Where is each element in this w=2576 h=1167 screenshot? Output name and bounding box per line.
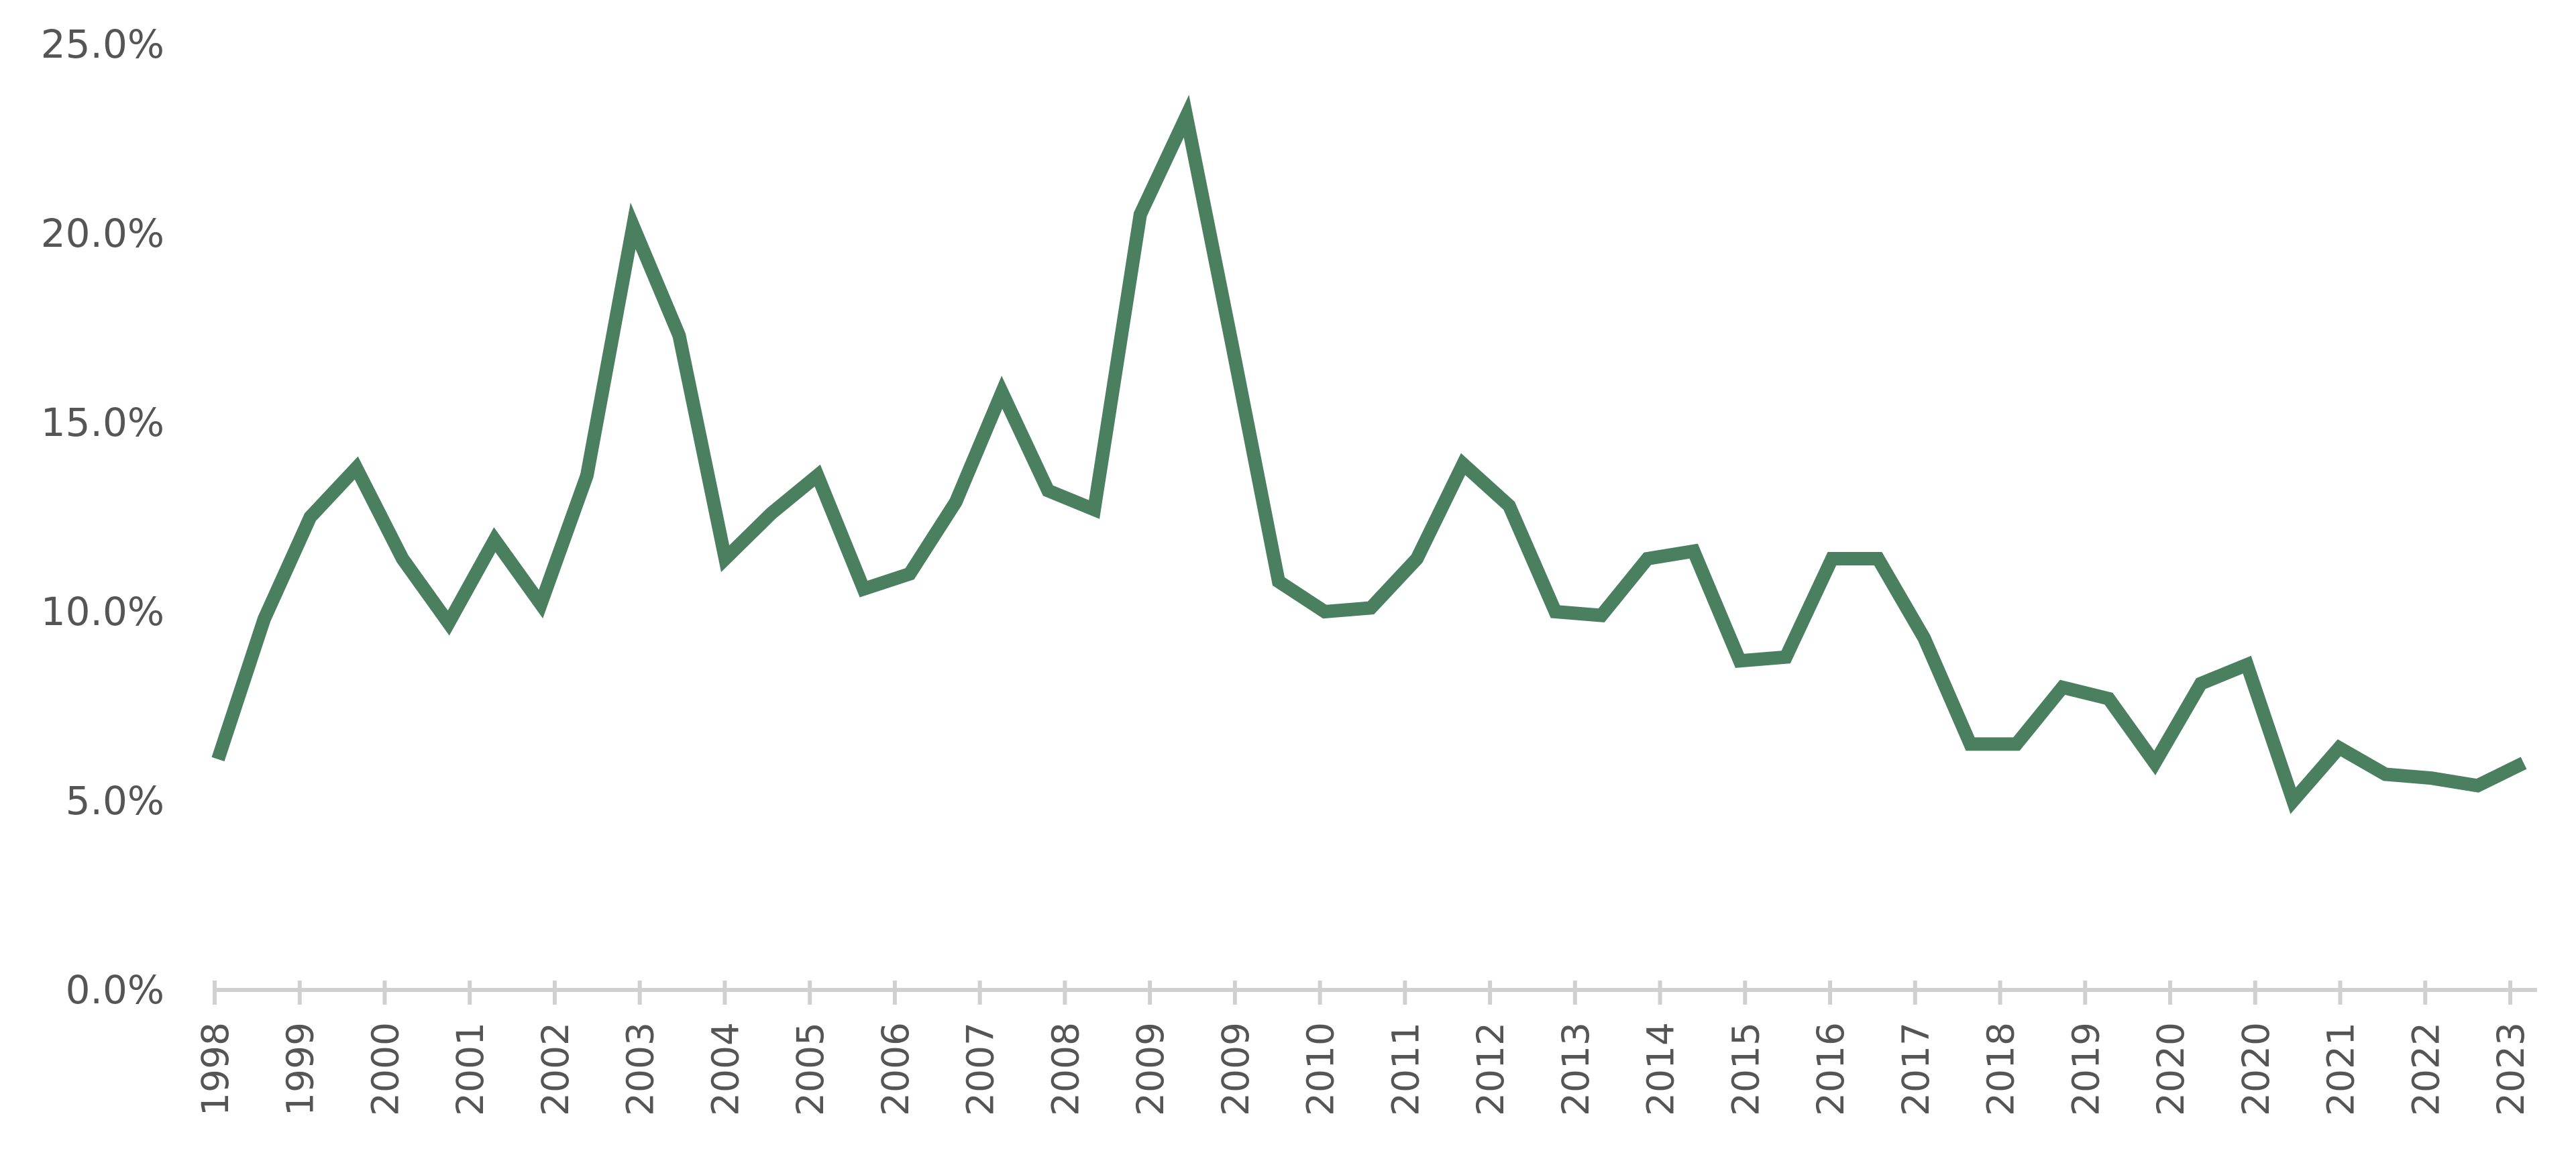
data-point [490, 536, 498, 544]
data-point [2520, 759, 2528, 767]
data-point [2059, 683, 2067, 691]
data-point [1367, 604, 1375, 612]
data-point [1874, 555, 1882, 563]
data-point [445, 619, 453, 627]
x-tick-label: 2010 [1299, 1022, 1342, 1116]
x-tick-label: 2022 [2404, 1022, 2447, 1116]
x-tick-label: 2014 [1640, 1022, 1682, 1116]
y-tick-label: 0.0% [66, 967, 164, 1013]
data-point [2335, 744, 2343, 752]
data-point [1644, 555, 1652, 563]
data-point [1321, 608, 1329, 616]
data-point [1413, 555, 1421, 563]
x-tick-label: 2019 [2064, 1022, 2107, 1116]
x-tick-label: 2004 [704, 1022, 747, 1116]
data-point [2243, 661, 2251, 669]
data-point [306, 513, 314, 521]
y-tick-label: 15.0% [41, 400, 164, 445]
data-point [537, 600, 545, 608]
data-point [260, 615, 268, 623]
data-point [859, 585, 867, 593]
data-point [1551, 608, 1559, 616]
data-point [1597, 612, 1605, 620]
x-tick-label: 2013 [1554, 1022, 1597, 1116]
data-point [1505, 502, 1513, 510]
x-tick-label: 2000 [364, 1022, 407, 1116]
data-point [1228, 343, 1236, 351]
data-point [1090, 506, 1098, 514]
x-tick-label: 2012 [1469, 1022, 1512, 1116]
x-tick-label: 1998 [194, 1022, 237, 1116]
x-tick-label: 2009 [1129, 1022, 1172, 1116]
x-tick-label: 2011 [1384, 1022, 1427, 1116]
data-point [214, 755, 222, 763]
data-point [1275, 577, 1283, 586]
data-point [767, 509, 775, 517]
x-tick-label: 2020 [2149, 1022, 2192, 1116]
data-point [352, 464, 360, 472]
x-tick-label: 2020 [2235, 1022, 2277, 1116]
x-tick-label: 2009 [1214, 1022, 1257, 1116]
data-point [906, 570, 914, 578]
data-point [2104, 695, 2112, 703]
data-point [1044, 487, 1052, 495]
x-tick-label: 2023 [2489, 1022, 2532, 1116]
data-point [1920, 634, 1928, 642]
data-point [1828, 555, 1836, 563]
y-tick-label: 10.0% [41, 589, 164, 634]
data-point [814, 471, 822, 480]
y-axis: 0.0% 5.0% 10.0% 15.0% 20.0% 25.0% [41, 21, 164, 1013]
x-tick-label: 2006 [874, 1022, 917, 1116]
series-group [211, 95, 2528, 814]
x-tick-label: 2001 [449, 1022, 492, 1116]
data-point [1183, 112, 1191, 120]
data-point [629, 222, 637, 230]
x-axis: 1998 1999 2000 2001 2002 2003 2004 2005 2006 2007… [194, 981, 2537, 1116]
data-point [2289, 797, 2297, 805]
data-point [998, 388, 1006, 396]
x-tick-label: 2018 [1980, 1022, 2023, 1116]
x-tick-label: 1999 [279, 1022, 322, 1116]
data-point [1459, 460, 1467, 468]
data-point [2197, 679, 2205, 687]
x-tick-label: 2017 [1894, 1022, 1937, 1116]
data-point [2012, 740, 2021, 748]
y-tick-label: 20.0% [41, 211, 164, 256]
x-tick-label: 2002 [534, 1022, 577, 1116]
x-tick-label: 2021 [2320, 1022, 2363, 1116]
data-point [2428, 774, 2436, 782]
y-tick-label: 5.0% [66, 778, 164, 824]
data-point [1690, 547, 1698, 555]
data-point [2381, 771, 2390, 779]
x-tick-label: 2005 [789, 1022, 832, 1116]
x-tick-label: 2016 [1809, 1022, 1852, 1116]
x-tick-label: 2003 [619, 1022, 662, 1116]
y-tick-label: 25.0% [41, 21, 164, 67]
x-tick-label: 2008 [1044, 1022, 1087, 1116]
data-point [398, 555, 407, 563]
data-point [1782, 653, 1790, 661]
data-point [721, 555, 729, 563]
data-point [2473, 781, 2481, 789]
series-line [211, 95, 2527, 814]
x-tick-label: 2007 [959, 1022, 1002, 1116]
data-point [1735, 657, 1743, 665]
data-point [2151, 759, 2159, 767]
data-point [1966, 740, 1974, 748]
data-point [675, 331, 683, 339]
data-point [952, 498, 960, 506]
data-point [583, 471, 591, 480]
data-point [1136, 211, 1144, 219]
x-tick-label: 2015 [1724, 1022, 1767, 1116]
